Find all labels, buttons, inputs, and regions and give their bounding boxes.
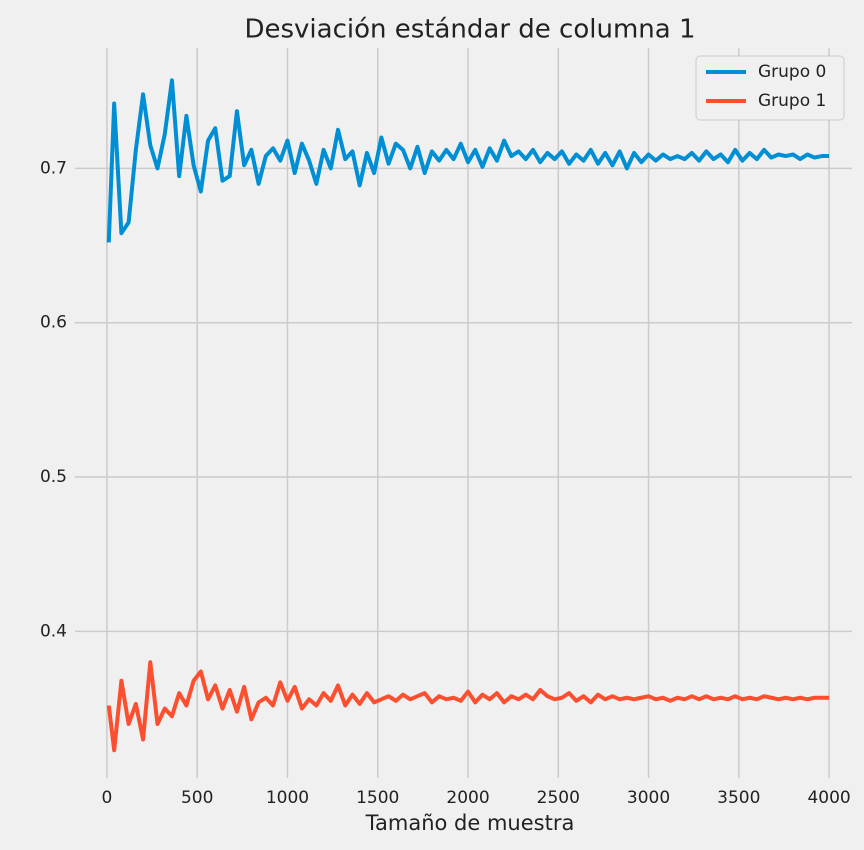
x-tick-label: 4000 <box>807 788 850 808</box>
y-tick-label: 0.5 <box>40 467 67 487</box>
line-series <box>106 660 830 753</box>
x-tick-label: 1000 <box>266 788 309 808</box>
y-tick-label: 0.7 <box>40 158 67 178</box>
y-tick-label: 0.6 <box>40 313 67 333</box>
x-tick-label: 2000 <box>446 788 489 808</box>
chart-title: Desviación estándar de columna 1 <box>244 15 695 45</box>
x-tick-label: 3500 <box>717 788 760 808</box>
x-tick-label: 3000 <box>627 788 670 808</box>
y-tick-label: 0.4 <box>40 621 67 641</box>
x-tick-label: 500 <box>181 788 213 808</box>
x-tick-label: 1500 <box>356 788 399 808</box>
x-tick-label: 2500 <box>537 788 580 808</box>
line-series <box>106 78 830 243</box>
x-tick-label: 0 <box>102 788 113 808</box>
legend-label: Grupo 0 <box>758 62 826 82</box>
x-axis-label: Tamaño de muestra <box>365 811 575 835</box>
legend-label: Grupo 1 <box>758 91 826 111</box>
